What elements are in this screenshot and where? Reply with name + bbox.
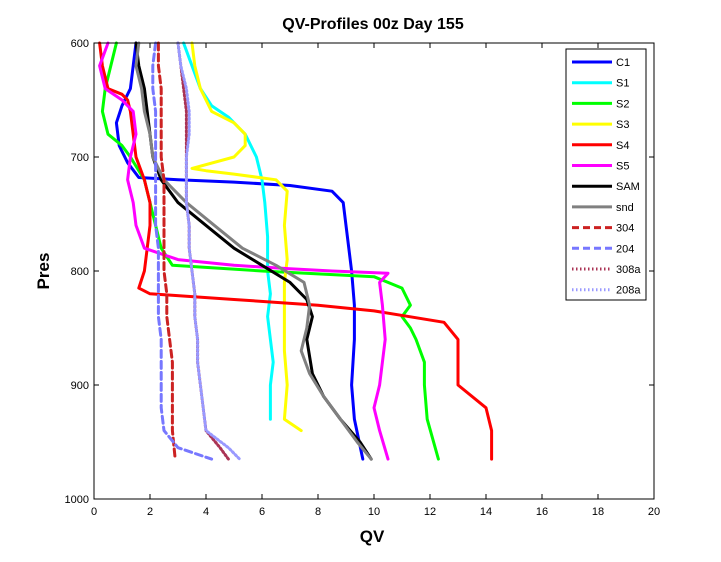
legend-label-308a: 308a: [616, 264, 641, 276]
x-tick-label: 8: [315, 506, 321, 518]
legend-label-SAM: SAM: [616, 181, 640, 193]
legend-label-C1: C1: [616, 57, 630, 69]
x-tick-label: 12: [424, 506, 436, 518]
y-axis: 600 700 800 900 1000: [65, 38, 654, 506]
y-axis-label: Pres: [34, 253, 53, 290]
legend-box: [565, 48, 647, 301]
x-tick-label: 6: [259, 506, 265, 518]
legend-label-S5: S5: [616, 161, 629, 173]
plot-lines: [98, 41, 494, 461]
series-line-snd: [134, 41, 373, 461]
x-tick-label: 4: [203, 506, 209, 518]
x-axis: 0 2 4 6 8 10 12 14 16 18 20: [91, 43, 660, 518]
legend-label-S4: S4: [616, 140, 629, 152]
y-tick-label: 800: [71, 266, 89, 278]
y-tick-label: 700: [71, 152, 89, 164]
series-line-S4: [98, 41, 494, 461]
series-line-S3: [190, 41, 303, 433]
y-tick-label: 1000: [65, 494, 89, 506]
x-tick-label: 0: [91, 506, 97, 518]
legend-label-snd: snd: [616, 202, 634, 214]
x-axis-label: QV: [360, 527, 385, 546]
legend-label-S2: S2: [616, 98, 629, 110]
x-tick-label: 16: [536, 506, 548, 518]
legend-label-204: 204: [616, 243, 634, 255]
legend-label-S1: S1: [616, 78, 629, 90]
series-line-S1: [182, 41, 275, 421]
series-line-S5: [98, 41, 390, 461]
x-tick-label: 20: [648, 506, 660, 518]
y-tick-label: 900: [71, 380, 89, 392]
chart-title: QV-Profiles 00z Day 155: [282, 16, 464, 33]
legend-label-S3: S3: [616, 119, 629, 131]
x-tick-label: 14: [480, 506, 492, 518]
series-line-C1: [114, 41, 365, 461]
x-tick-label: 18: [592, 506, 604, 518]
legend-label-304: 304: [616, 223, 634, 235]
legend-label-208a: 208a: [616, 285, 641, 297]
series-line-304: [156, 41, 177, 461]
x-tick-label: 2: [147, 506, 153, 518]
series-line-S2: [100, 41, 440, 461]
x-tick-label: 10: [368, 506, 380, 518]
y-tick-label: 600: [71, 38, 89, 50]
series-line-204: [151, 41, 214, 461]
series-line-208a: [176, 41, 242, 461]
legend: C1 S1 S2 S3 S4 S5 SAM snd 304 204 308a 208a: [565, 48, 647, 301]
